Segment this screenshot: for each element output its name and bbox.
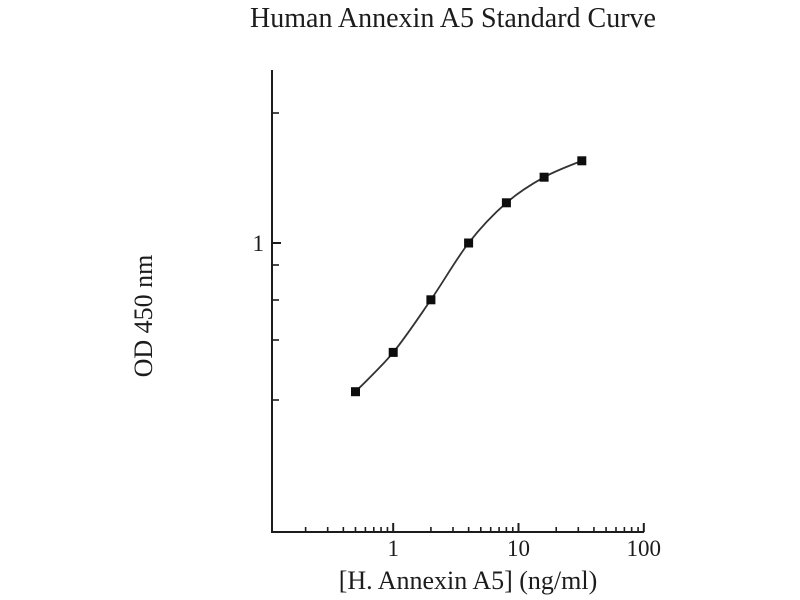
data-point-marker <box>351 387 360 397</box>
tick-labels-layer: 1 10 100 1 <box>253 231 662 561</box>
data-point-marker <box>388 347 398 357</box>
x-tick-label: 100 <box>627 536 662 561</box>
data-point-marker <box>464 238 474 248</box>
data-series <box>351 156 587 397</box>
y-axis-title: OD 450 nm <box>129 255 158 378</box>
curve-line <box>354 159 583 393</box>
chart-title: Human Annexin A5 Standard Curve <box>250 3 656 34</box>
x-tick-label: 10 <box>507 536 530 561</box>
data-point-marker <box>501 198 511 208</box>
x-axis-title: [H. Annexin A5] (ng/ml) <box>339 566 598 595</box>
x-tick-label: 1 <box>387 536 399 561</box>
ticks-layer <box>272 112 645 532</box>
data-point-marker <box>539 172 549 182</box>
axes <box>271 70 644 533</box>
data-point-marker <box>426 295 436 305</box>
y-tick-label: 1 <box>253 231 265 256</box>
data-point-marker <box>577 156 587 166</box>
